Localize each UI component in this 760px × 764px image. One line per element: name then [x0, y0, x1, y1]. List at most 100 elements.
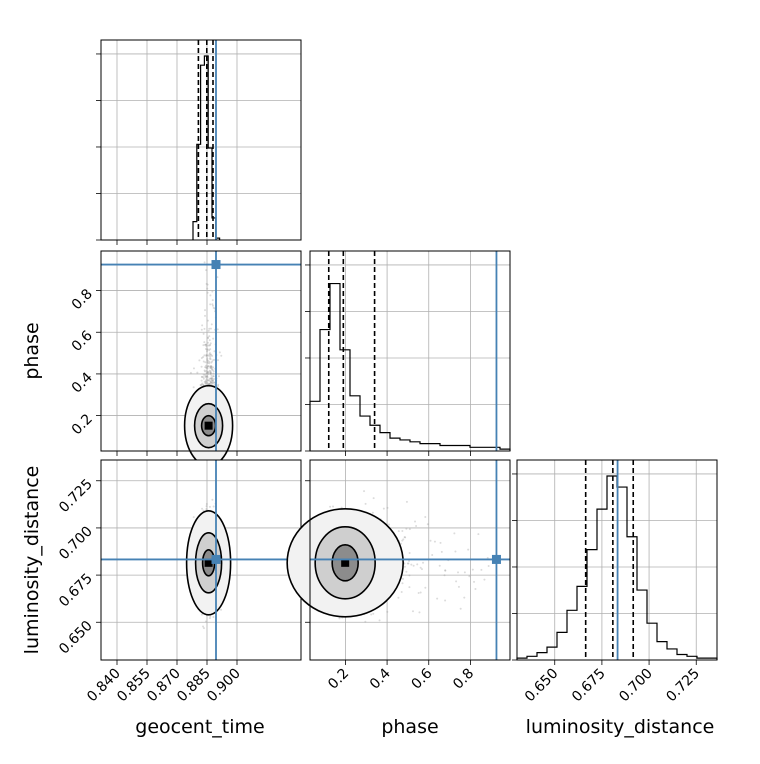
sample-point: [419, 566, 422, 569]
sample-point: [211, 354, 214, 357]
sample-point: [444, 569, 447, 572]
sample-point: [433, 540, 436, 543]
sample-point: [220, 354, 223, 357]
sample-point: [204, 382, 207, 385]
sample-point: [483, 578, 486, 581]
sample-point: [212, 358, 215, 361]
sample-point: [209, 367, 212, 370]
sample-point: [212, 379, 215, 382]
sample-point: [415, 525, 418, 528]
sample-point: [207, 365, 210, 368]
sample-point: [198, 359, 201, 362]
sample-point: [208, 353, 211, 356]
sample-point: [210, 365, 213, 368]
sample-point: [205, 369, 208, 372]
sample-point: [213, 350, 216, 353]
sample-point: [216, 359, 219, 362]
sample-point: [401, 539, 404, 542]
sample-point: [209, 370, 212, 373]
sample-point: [212, 372, 215, 375]
sample-point: [206, 365, 209, 368]
sample-point: [208, 383, 211, 386]
sample-point: [471, 568, 474, 571]
xtick-label-luminosity_distance: 0.700: [616, 666, 656, 706]
sample-point: [220, 608, 223, 611]
sample-point: [206, 361, 209, 364]
sample-point: [402, 538, 405, 541]
sample-point: [211, 381, 214, 384]
sample-point: [202, 376, 205, 379]
sample-point: [205, 372, 208, 375]
density-peak: [204, 421, 213, 430]
density-peak: [341, 558, 350, 567]
sample-point: [202, 383, 205, 386]
sample-point: [468, 575, 471, 578]
sample-point: [418, 611, 421, 614]
sample-point: [200, 328, 203, 331]
sample-point: [457, 571, 460, 574]
sample-point: [205, 354, 208, 357]
sample-point: [424, 586, 427, 589]
sample-point: [210, 377, 213, 380]
sample-point: [382, 507, 385, 510]
sample-point: [205, 505, 208, 508]
sample-point: [372, 497, 375, 500]
sample-point: [209, 365, 212, 368]
sample-point: [417, 591, 420, 594]
hist-geocent_time: [96, 39, 302, 245]
sample-point: [204, 364, 207, 367]
ytick-label-phase: 0.8: [69, 286, 96, 313]
sample-point: [212, 505, 215, 508]
sample-point: [201, 376, 204, 379]
hist-phase-background: [310, 251, 510, 451]
sample-point: [400, 591, 403, 594]
sample-point: [209, 366, 212, 369]
xtick-label-phase: 0.8: [450, 666, 477, 693]
sample-point: [205, 366, 208, 369]
sample-point: [440, 550, 443, 553]
ytick-label-phase: 0.4: [69, 369, 96, 396]
sample-point: [200, 384, 203, 387]
sample-point: [443, 574, 446, 577]
sample-point: [216, 328, 219, 331]
sample-point: [406, 562, 409, 565]
sample-point: [208, 377, 211, 380]
sample-point: [329, 505, 332, 508]
sample-point: [204, 379, 207, 382]
sample-point: [206, 359, 209, 362]
sample-point: [454, 550, 457, 553]
sample-point: [218, 351, 221, 354]
sample-point: [205, 345, 208, 348]
sample-point: [211, 381, 214, 384]
sample-point: [212, 375, 215, 378]
sample-point: [407, 562, 410, 565]
sample-point: [207, 329, 210, 332]
sample-point: [204, 348, 207, 351]
sample-point: [477, 533, 480, 536]
sample-point: [404, 536, 407, 539]
sample-point: [453, 532, 456, 535]
sample-point: [209, 358, 212, 361]
sample-point: [459, 607, 462, 610]
truth-marker: [211, 554, 221, 564]
sample-point: [364, 620, 367, 623]
sample-point: [386, 506, 389, 509]
sample-point: [408, 552, 411, 555]
sample-point: [202, 625, 205, 628]
sample-point: [436, 597, 439, 600]
sample-point: [206, 319, 209, 322]
sample-point: [370, 613, 373, 616]
sample-point: [202, 627, 205, 630]
sample-point: [204, 343, 207, 346]
sample-point: [408, 528, 411, 531]
sample-point: [192, 386, 195, 389]
sample-point: [211, 360, 214, 363]
sample-point: [189, 371, 192, 374]
sample-point: [207, 336, 210, 339]
sample-point: [363, 490, 366, 493]
sample-point: [206, 358, 209, 361]
sample-point: [207, 354, 210, 357]
xlabel-phase: phase: [381, 716, 439, 738]
sample-point: [397, 596, 400, 599]
